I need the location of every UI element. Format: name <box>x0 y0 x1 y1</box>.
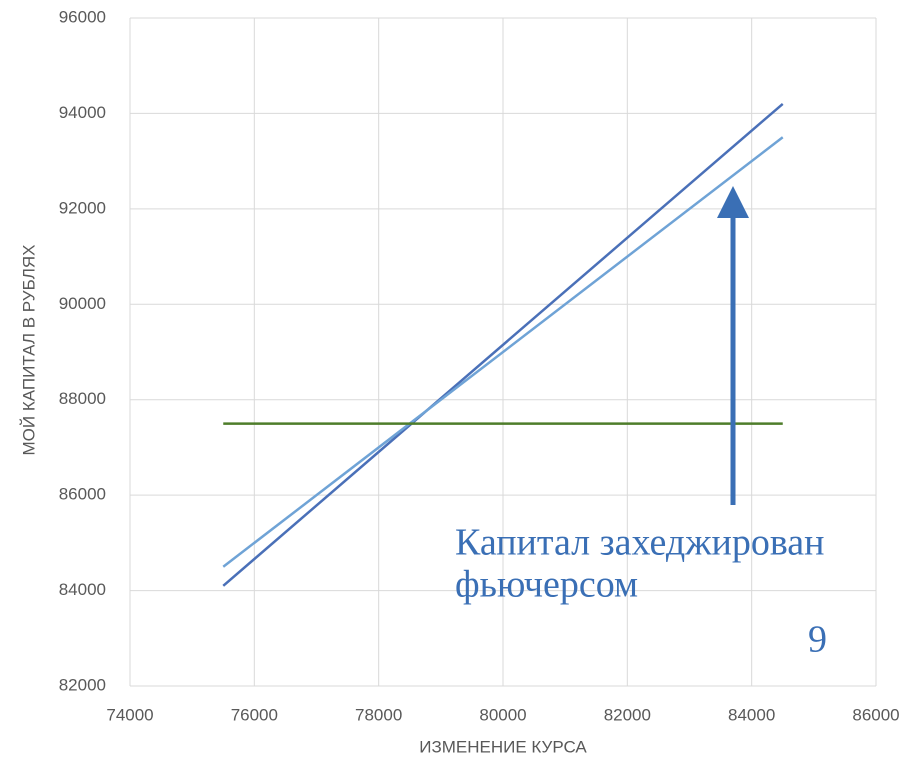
y-tick-label: 86000 <box>59 485 106 504</box>
annotation-line: Капитал захеджирован <box>455 522 824 564</box>
x-tick-label: 86000 <box>852 705 899 724</box>
y-tick-label: 92000 <box>59 198 106 217</box>
y-axis-label: МОЙ КАПИТАЛ В РУБЛЯХ <box>19 245 38 456</box>
y-tick-label: 94000 <box>59 103 106 122</box>
x-axis-label: ИЗМЕНЕНИЕ КУРСА <box>419 737 587 756</box>
arrow-head <box>717 186 749 218</box>
x-tick-label: 84000 <box>728 705 775 724</box>
lines <box>222 102 784 587</box>
y-tick-label: 84000 <box>59 580 106 599</box>
series-line <box>222 102 784 587</box>
x-tick-label: 78000 <box>355 705 402 724</box>
x-tick-label: 76000 <box>231 705 278 724</box>
x-tick-label: 82000 <box>604 705 651 724</box>
y-tick-label: 88000 <box>59 389 106 408</box>
annotation-line: фьючерсом <box>455 564 638 606</box>
y-tick-label: 96000 <box>59 7 106 26</box>
series-line <box>222 136 784 568</box>
page-number: 9 <box>808 619 827 661</box>
grid <box>129 17 877 687</box>
y-tick-label: 82000 <box>59 675 106 694</box>
y-tick-label: 90000 <box>59 294 106 313</box>
x-tick-label: 80000 <box>479 705 526 724</box>
x-tick-label: 74000 <box>106 705 153 724</box>
